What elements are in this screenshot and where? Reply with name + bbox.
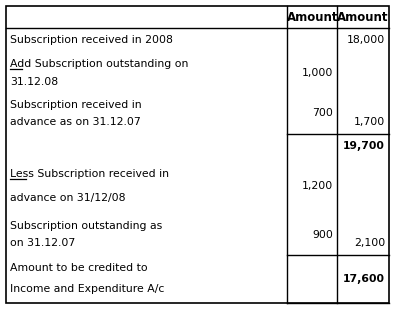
Text: advance as on 31.12.07: advance as on 31.12.07 xyxy=(10,117,141,127)
Text: advance on 31/12/08: advance on 31/12/08 xyxy=(10,193,126,203)
Text: 2,100: 2,100 xyxy=(354,238,385,248)
Text: 1,700: 1,700 xyxy=(354,117,385,127)
Text: Subscription outstanding as: Subscription outstanding as xyxy=(10,221,162,231)
Text: 1,200: 1,200 xyxy=(302,181,333,191)
Text: 700: 700 xyxy=(312,108,333,118)
Text: Amount to be credited to: Amount to be credited to xyxy=(10,263,148,273)
Text: on 31.12.07: on 31.12.07 xyxy=(10,238,75,248)
Text: 17,600: 17,600 xyxy=(343,274,385,284)
Text: 19,700: 19,700 xyxy=(343,141,385,151)
Text: 1,000: 1,000 xyxy=(302,68,333,78)
Text: Amount: Amount xyxy=(337,11,389,23)
Text: Add Subscription outstanding on: Add Subscription outstanding on xyxy=(10,59,188,69)
Text: Income and Expenditure A/c: Income and Expenditure A/c xyxy=(10,284,164,294)
Text: Subscription received in: Subscription received in xyxy=(10,99,142,109)
Text: Amount: Amount xyxy=(286,11,338,23)
Text: Subscription received in 2008: Subscription received in 2008 xyxy=(10,35,173,45)
Text: 18,000: 18,000 xyxy=(347,35,385,45)
Text: 31.12.08: 31.12.08 xyxy=(10,77,58,87)
Text: Less Subscription received in: Less Subscription received in xyxy=(10,169,169,179)
Text: 900: 900 xyxy=(312,230,333,239)
